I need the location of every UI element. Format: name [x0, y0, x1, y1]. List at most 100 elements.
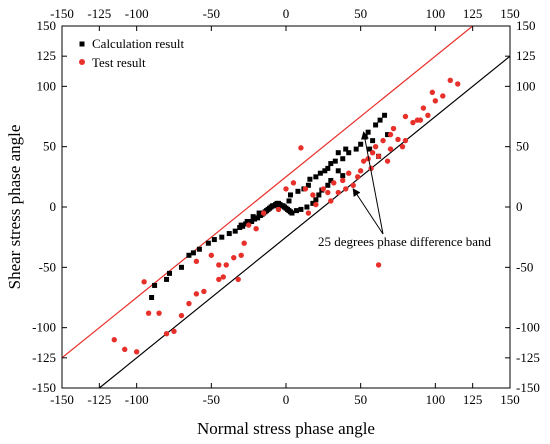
- calculation-point: [343, 146, 349, 152]
- calculation-point: [249, 218, 255, 224]
- y-tick-label-right: -100: [516, 320, 540, 335]
- test-point: [241, 240, 247, 246]
- test-point: [216, 276, 222, 283]
- calculation-point: [353, 146, 359, 152]
- calculation-point: [377, 117, 383, 123]
- y-tick-label-right: 125: [516, 48, 536, 63]
- calculation-point: [313, 174, 319, 180]
- test-point: [440, 93, 446, 99]
- x-tick-label-top: 100: [426, 6, 446, 21]
- test-point: [343, 186, 349, 192]
- calculation-point: [205, 240, 211, 246]
- test-point: [193, 258, 200, 264]
- calculation-point: [149, 295, 155, 300]
- tick-labels: -150 -150 -125 -125 -100 -100 -50 -50 0 0 50 50 100 1…: [32, 6, 540, 407]
- calculation-point: [332, 158, 338, 164]
- test-point: [387, 131, 394, 138]
- y-tick-label-left: 100: [37, 78, 57, 93]
- y-tick-label-left: -125: [32, 350, 56, 365]
- calculation-point: [340, 156, 346, 162]
- axis-ticks: [61, 25, 511, 389]
- x-tick-label-bottom: 0: [283, 392, 290, 407]
- test-point: [178, 312, 185, 319]
- test-point: [305, 210, 312, 216]
- calculation-point: [244, 218, 250, 224]
- test-point: [133, 349, 140, 355]
- calculation-point: [211, 237, 217, 243]
- test-point: [387, 146, 394, 152]
- calculation-point: [293, 208, 299, 214]
- y-tick-label-left: 0: [50, 199, 57, 214]
- calculation-point: [335, 150, 341, 156]
- test-point: [275, 206, 282, 213]
- y-tick-label-right: 0: [516, 199, 523, 214]
- test-point: [346, 170, 352, 176]
- test-point: [283, 186, 289, 192]
- test-point: [231, 254, 237, 261]
- x-tick-label-top: -50: [203, 6, 220, 21]
- test-point: [375, 153, 382, 160]
- test-point: [171, 328, 177, 334]
- calculation-point: [226, 231, 232, 237]
- test-point: [313, 201, 319, 208]
- y-tick-label-left: -150: [32, 380, 56, 395]
- test-point: [216, 262, 222, 268]
- test-point: [111, 337, 117, 343]
- x-tick-label-bottom: -125: [87, 392, 111, 407]
- calculation-point: [373, 122, 379, 128]
- calculation-point: [322, 168, 328, 174]
- test-point: [290, 180, 297, 186]
- test-point: [455, 81, 461, 87]
- test-point: [335, 189, 341, 196]
- y-tick-label-right: -150: [516, 380, 540, 395]
- x-tick-label-top: 0: [283, 6, 290, 21]
- test-point: [380, 137, 386, 144]
- calculation-point: [250, 214, 256, 220]
- y-tick-label-right: 50: [516, 139, 529, 154]
- y-tick-label-left: 150: [37, 18, 57, 33]
- calculation-point: [196, 246, 202, 252]
- x-tick-label-bottom: -100: [125, 392, 149, 407]
- test-point: [402, 113, 409, 120]
- test-point: [432, 98, 439, 104]
- test-point: [365, 156, 371, 162]
- test-point: [360, 158, 367, 164]
- calculation-point: [340, 173, 346, 179]
- y-tick-label-left: -50: [39, 259, 56, 274]
- test-point: [201, 288, 207, 295]
- test-point: [369, 150, 376, 156]
- test-point: [375, 262, 382, 268]
- calculation-point: [382, 112, 388, 118]
- test-point: [390, 125, 397, 132]
- calculation-point: [313, 197, 319, 203]
- calculation-point: [307, 176, 313, 182]
- calculation-point: [287, 192, 293, 198]
- legend-marker-test: [79, 59, 85, 65]
- test-point: [402, 137, 409, 144]
- test-point: [414, 117, 421, 123]
- test-point: [220, 274, 226, 280]
- test-point: [447, 77, 453, 84]
- test-point: [410, 119, 416, 126]
- annotation-text: 25 degrees phase difference band: [318, 234, 492, 249]
- test-point: [420, 105, 427, 111]
- calculation-point: [317, 170, 323, 176]
- calculation-point: [335, 168, 341, 174]
- test-point: [245, 222, 252, 228]
- calculation-point: [305, 182, 311, 188]
- legend-marker-calculation: [79, 41, 85, 47]
- x-tick-label-top: 50: [354, 6, 367, 21]
- test-point: [235, 276, 241, 283]
- test-point: [208, 252, 215, 258]
- y-tick-label-left: 125: [37, 48, 57, 63]
- calculation-point: [178, 264, 184, 270]
- y-tick-label-left: -100: [32, 320, 56, 335]
- test-point: [399, 143, 406, 150]
- x-tick-label-top: -100: [125, 6, 149, 21]
- calculation-point: [310, 200, 316, 206]
- x-axis-title: Normal stress phase angle: [197, 419, 375, 438]
- test-point: [238, 252, 244, 258]
- calculation-point: [316, 192, 322, 198]
- test-point: [122, 346, 128, 353]
- calculation-point: [298, 206, 304, 212]
